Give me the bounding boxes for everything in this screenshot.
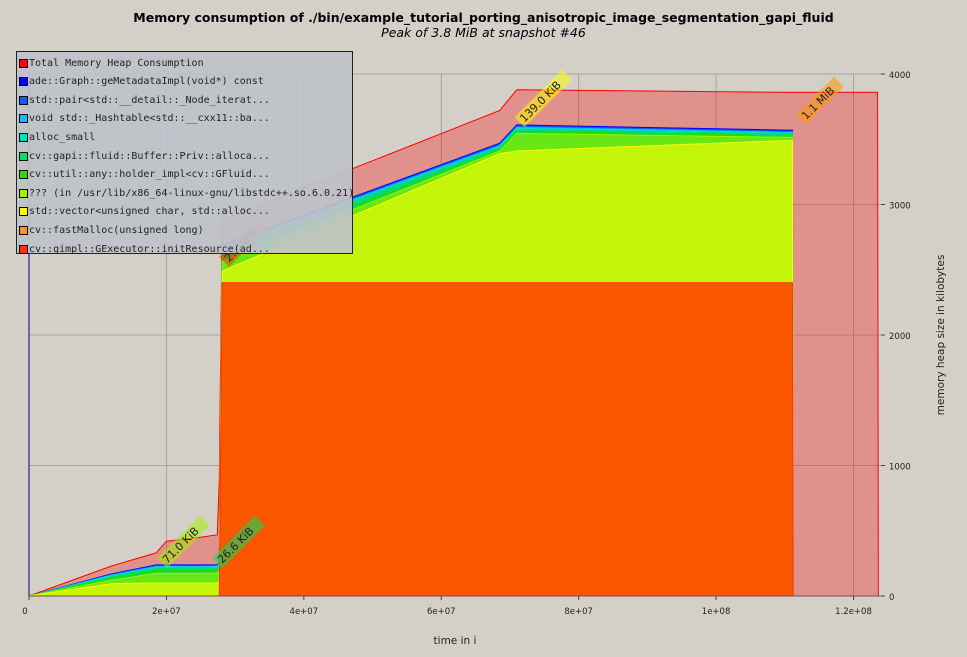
legend-item: alloc_small [19, 129, 95, 145]
x-tick-label-0: 0 [22, 607, 27, 617]
y-tick-label-3: 3000 [889, 202, 911, 212]
legend-swatch [19, 151, 28, 161]
legend-swatch [19, 244, 28, 254]
y-tick-label-2: 2000 [889, 332, 911, 342]
legend-item: cv::util::any::holder_impl<cv::GFluid... [19, 167, 270, 183]
x-tick-label-1: 2e+07 [152, 607, 181, 617]
legend-label: alloc_small [29, 131, 96, 143]
legend-label: Total Memory Heap Consumption [29, 57, 204, 69]
x-tick-label-4: 8e+07 [564, 607, 593, 617]
y-tick-label-4: 4000 [889, 71, 911, 81]
annotation-bg-1 [212, 515, 265, 569]
x-axis-ticks: 0 2e+07 4e+07 6e+07 8e+07 1e+08 1.2e+08 [22, 596, 872, 617]
annotation-bg-3 [514, 69, 572, 128]
legend-item: ??? (in /usr/lib/x86_64-linux-gnu/libstd… [19, 185, 354, 201]
legend-label: cv::fastMalloc(unsigned long) [29, 224, 204, 236]
legend-swatch [19, 225, 28, 235]
annotation-bg-0 [157, 515, 210, 569]
x-tick-label-6: 1.2e+08 [835, 607, 872, 617]
legend-label: cv::gapi::fluid::Buffer::Priv::alloca... [29, 150, 270, 162]
legend-item: cv::gimpl::GExecutor::initResource(ad... [19, 241, 270, 257]
legend-swatch [19, 132, 28, 142]
legend-item: std::pair<std::__detail::_Node_iterat... [19, 92, 270, 108]
legend-swatch [19, 188, 28, 198]
legend-swatch [19, 77, 28, 87]
annotation-bg-4 [796, 76, 845, 125]
legend-label: void std::_Hashtable<std::__cxx11::ba... [29, 113, 270, 125]
legend-label: ade::Graph::geMetadataImpl(void*) const [29, 76, 264, 88]
legend-item: cv::gapi::fluid::Buffer::Priv::alloca... [19, 148, 270, 164]
y-axis-ticks: 0 1000 2000 3000 4000 [881, 71, 911, 603]
chart-title: Memory consumption of ./bin/example_tuto… [133, 10, 834, 25]
legend-item: cv::fastMalloc(unsigned long) [19, 222, 204, 238]
x-tick-label-2: 4e+07 [290, 607, 319, 617]
legend-item: void std::_Hashtable<std::__cxx11::ba... [19, 111, 270, 127]
legend-label: cv::util::any::holder_impl<cv::GFluid... [29, 169, 270, 181]
legend-label: std::pair<std::__detail::_Node_iterat... [29, 94, 270, 106]
legend-label: std::vector<unsigned char, std::alloc... [29, 206, 270, 218]
legend-item: Total Memory Heap Consumption [19, 55, 204, 71]
chart-subtitle: Peak of 3.8 MiB at snapshot #46 [381, 25, 586, 40]
x-tick-label-3: 6e+07 [427, 607, 456, 617]
legend-swatch [19, 207, 28, 217]
legend-swatch [19, 58, 28, 68]
legend-swatch [19, 170, 28, 180]
legend-label: ??? (in /usr/lib/x86_64-linux-gnu/libstd… [29, 187, 355, 199]
y-tick-label-1: 1000 [889, 463, 911, 473]
legend-swatch [19, 95, 28, 105]
legend-item: std::vector<unsigned char, std::alloc... [19, 204, 270, 220]
legend-item: ade::Graph::geMetadataImpl(void*) const [19, 74, 264, 90]
x-axis-label: time in i [434, 635, 477, 647]
x-tick-label-5: 1e+08 [702, 607, 731, 617]
y-tick-label-0: 0 [889, 593, 894, 603]
legend-swatch [19, 114, 28, 124]
legend-label: cv::gimpl::GExecutor::initResource(ad... [29, 243, 270, 255]
y-axis-label: memory heap size in kilobytes [935, 255, 947, 416]
